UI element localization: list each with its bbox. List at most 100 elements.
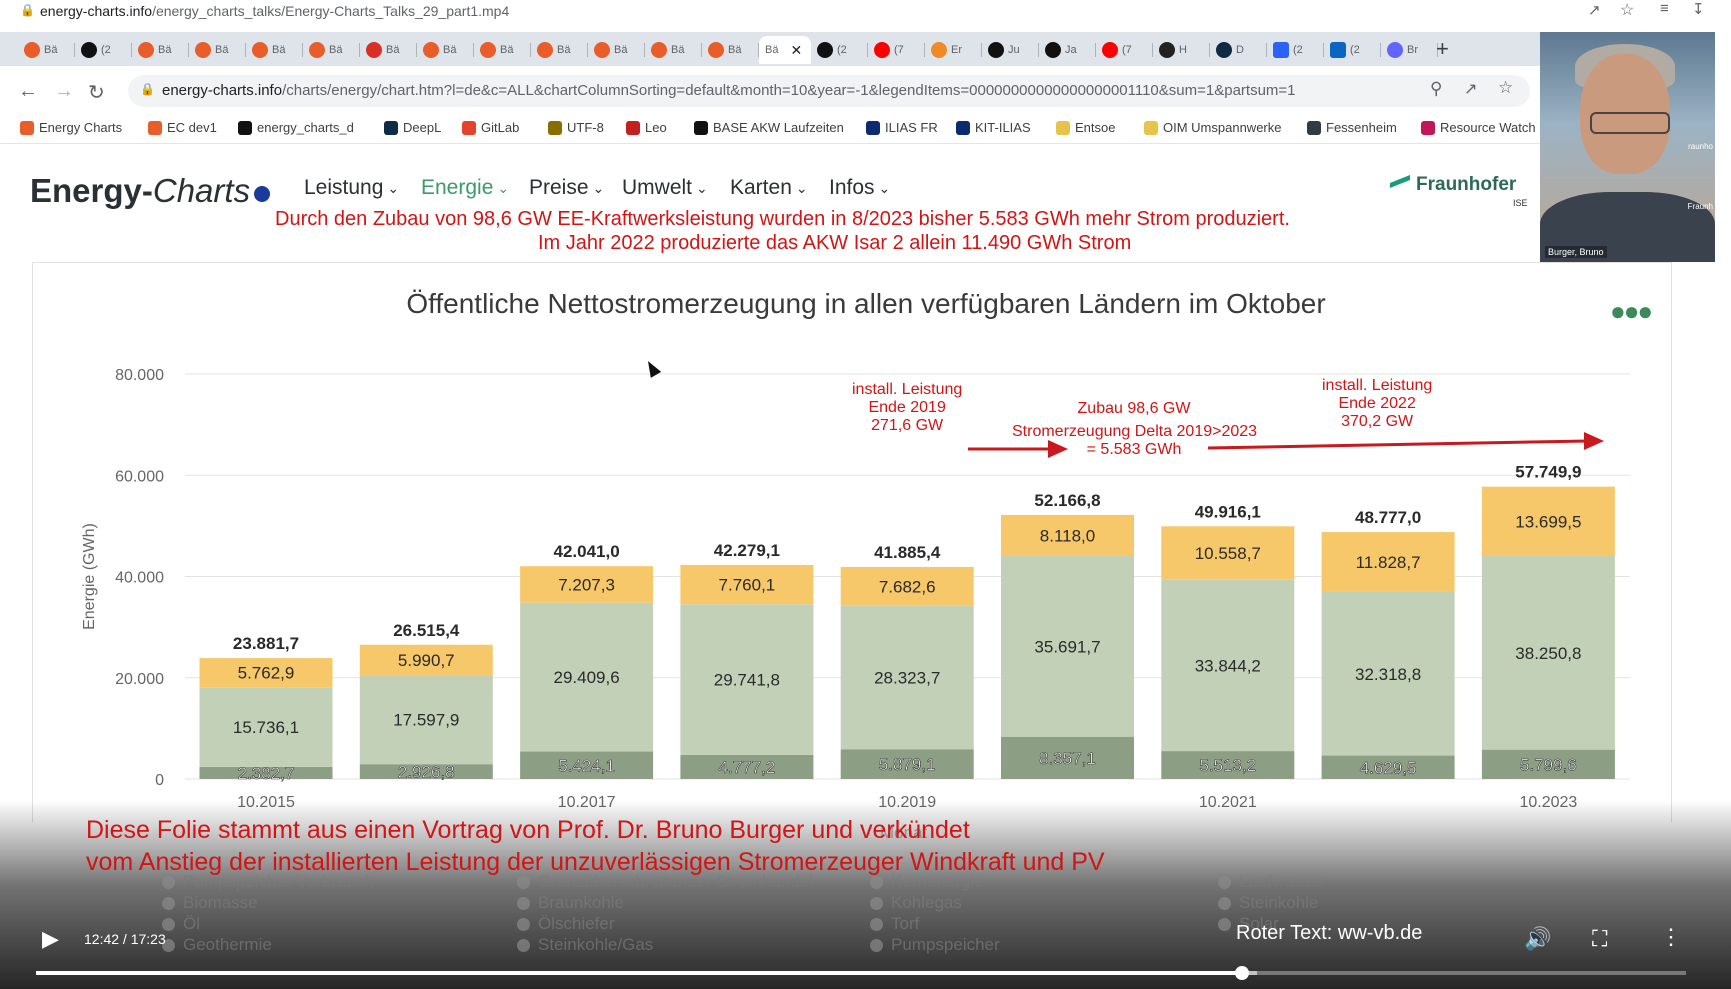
bookmark-item[interactable]: Resource Watch — [1421, 120, 1536, 135]
browser-tab[interactable]: Bä — [474, 36, 531, 64]
browser-tab[interactable]: (7 — [868, 36, 925, 64]
site-menu-infos[interactable]: Infos ⌄ — [829, 176, 890, 200]
h-icon — [931, 42, 947, 58]
progress-bar[interactable] — [36, 966, 1686, 980]
more-options-icon[interactable]: ⋮ — [1660, 924, 1682, 949]
legend-item[interactable]: Geothermie — [162, 935, 272, 955]
browser-tab[interactable]: Bä — [702, 36, 759, 64]
legend-item[interactable]: Steinkohle — [1218, 893, 1318, 913]
site-menu-preise[interactable]: Preise ⌄ — [529, 176, 604, 200]
fullscreen-icon[interactable]: ⛶ — [1592, 926, 1608, 951]
fraunhofer-logo[interactable]: Fraunhofer ISE — [1390, 174, 1528, 208]
site-menu-karten[interactable]: Karten ⌄ — [730, 176, 808, 200]
legend-item[interactable]: Steinkohle/Gas — [517, 935, 653, 955]
browser-tab[interactable]: (7 — [1096, 36, 1153, 64]
bar-segment — [199, 658, 333, 688]
browser-tab[interactable]: Bä — [189, 36, 246, 64]
site-menu-label: Leistung — [304, 176, 384, 199]
volume-icon[interactable]: 🔊 — [1524, 926, 1552, 951]
legend-item[interactable]: Laufwasser — [1218, 872, 1326, 892]
bookmark-item[interactable]: energy_charts_d — [238, 120, 354, 135]
chart-menu-icon[interactable]: ●●● — [1610, 296, 1653, 326]
video-controls-overlay — [0, 800, 1731, 989]
browser-tab[interactable]: (2 — [75, 36, 132, 64]
browser-tab[interactable]: Ja — [1039, 36, 1096, 64]
playlist-icon[interactable]: ≡ — [1660, 0, 1669, 17]
bookmark-item[interactable]: OIM Umspannwerke — [1144, 120, 1281, 135]
legend-item[interactable]: Ölschiefer — [517, 914, 615, 934]
bar-segment — [1161, 526, 1295, 580]
tab-separator — [1266, 43, 1267, 57]
browser-tab[interactable]: Bä — [588, 36, 645, 64]
bookmark-star-icon[interactable]: ☆ — [1498, 78, 1514, 97]
bookmark-item[interactable]: Entsoe — [1056, 120, 1115, 135]
address-bar[interactable]: 🔒 energy-charts.info/charts/energy/chart… — [128, 75, 1530, 107]
site-menu-leistung[interactable]: Leistung ⌄ — [304, 176, 399, 200]
bookmark-item[interactable]: GitLab — [462, 120, 519, 135]
browser-tab[interactable]: Bä — [18, 36, 75, 64]
bookmark-item[interactable]: UTF-8 — [548, 120, 604, 135]
bookmark-item[interactable]: Energy Charts — [20, 120, 122, 135]
legend-item[interactable]: Solar — [1218, 914, 1279, 934]
tab-separator — [867, 43, 868, 57]
browser-tab[interactable]: Bä — [531, 36, 588, 64]
browser-tab[interactable]: Bä ✕ — [759, 36, 811, 64]
energy-charts-icon — [309, 42, 325, 58]
bookmark-item[interactable]: KIT-ILIAS — [956, 120, 1031, 135]
play-icon[interactable]: ▶ — [42, 926, 59, 951]
browser-tab[interactable]: Bä — [360, 36, 417, 64]
legend-item[interactable]: Pumpspeicher — [870, 935, 1000, 955]
red-note-line1: Durch den Zubau von 98,6 GW EE-Kraftwerk… — [275, 208, 1290, 230]
browser-tab[interactable]: D — [1210, 36, 1267, 64]
close-tab-icon[interactable]: ✕ — [790, 41, 803, 58]
browser-tab[interactable]: Bä — [417, 36, 474, 64]
bookmark-item[interactable]: BASE AKW Laufzeiten — [694, 120, 844, 135]
download-icon[interactable]: ↧ — [1692, 1, 1705, 18]
legend-item[interactable]: Kohlegas — [870, 893, 962, 913]
browser-tab[interactable]: (2 — [1267, 36, 1324, 64]
bar-segment — [520, 751, 654, 779]
watermark-text: Roter Text: ww-vb.de — [1236, 922, 1423, 944]
browser-tab[interactable]: (2 — [811, 36, 868, 64]
browser-tab[interactable]: Er — [925, 36, 982, 64]
browser-tab[interactable]: Bä — [645, 36, 702, 64]
back-icon[interactable]: ← — [18, 80, 38, 102]
bar-segment — [680, 604, 814, 755]
star-icon[interactable]: ☆ — [1620, 2, 1635, 19]
site-logo[interactable]: Energy-Charts — [30, 172, 271, 210]
legend-item[interactable]: Torf — [870, 914, 919, 934]
video-url[interactable]: energy-charts.info/energy_charts_talks/E… — [40, 3, 510, 19]
reload-icon[interactable]: ↻ — [88, 82, 105, 104]
site-menu-umwelt[interactable]: Umwelt ⌄ — [622, 176, 708, 200]
bookmark-item[interactable]: Leo — [626, 120, 667, 135]
browser-tab[interactable]: (2 — [1324, 36, 1381, 64]
bookmarks-bar: Energy Charts EC dev1 energy_charts_d DeepL… — [0, 114, 1540, 144]
browser-tab[interactable]: H — [1153, 36, 1210, 64]
new-tab-icon[interactable]: + — [1436, 36, 1449, 61]
browser-tab[interactable]: Bä — [132, 36, 189, 64]
legend-item[interactable]: Pumpspeicher Verbrauch — [162, 872, 374, 892]
browser-tab[interactable]: Ju — [982, 36, 1039, 64]
legend-label: Ölschiefer — [538, 914, 615, 933]
legend-item[interactable]: Öl — [162, 914, 200, 934]
share-icon[interactable]: ↗ — [1464, 81, 1478, 98]
site-menu-energie[interactable]: Energie ⌄ — [421, 176, 509, 200]
bar-total-label: 23.881,7 — [233, 634, 299, 653]
legend-item[interactable]: Kernenergie — [870, 872, 984, 892]
legend-item[interactable]: Biomasse — [162, 893, 258, 913]
forward-icon[interactable]: → — [54, 80, 74, 102]
lock-icon: 🔒 — [140, 82, 155, 96]
browser-tab[interactable]: Bä — [303, 36, 360, 64]
bookmark-item[interactable]: ILIAS FR — [866, 120, 938, 135]
progress-knob[interactable] — [1235, 966, 1250, 980]
zoom-icon[interactable]: ⚲ — [1430, 79, 1443, 98]
legend-item[interactable]: Grenzüberschreitender Stromhandel — [517, 872, 813, 892]
share-icon[interactable]: ↗ — [1588, 2, 1601, 19]
bookmark-item[interactable]: EC dev1 — [148, 120, 217, 135]
legend-item[interactable]: Braunkohle — [517, 893, 624, 913]
bookmark-item[interactable]: Fessenheim — [1307, 120, 1397, 135]
browser-tab[interactable]: Br — [1381, 36, 1438, 64]
browser-tab[interactable]: Bä — [246, 36, 303, 64]
address-row: ← → ↻ 🔒 energy-charts.info/charts/energy… — [0, 70, 1540, 112]
bookmark-item[interactable]: DeepL — [384, 120, 441, 135]
